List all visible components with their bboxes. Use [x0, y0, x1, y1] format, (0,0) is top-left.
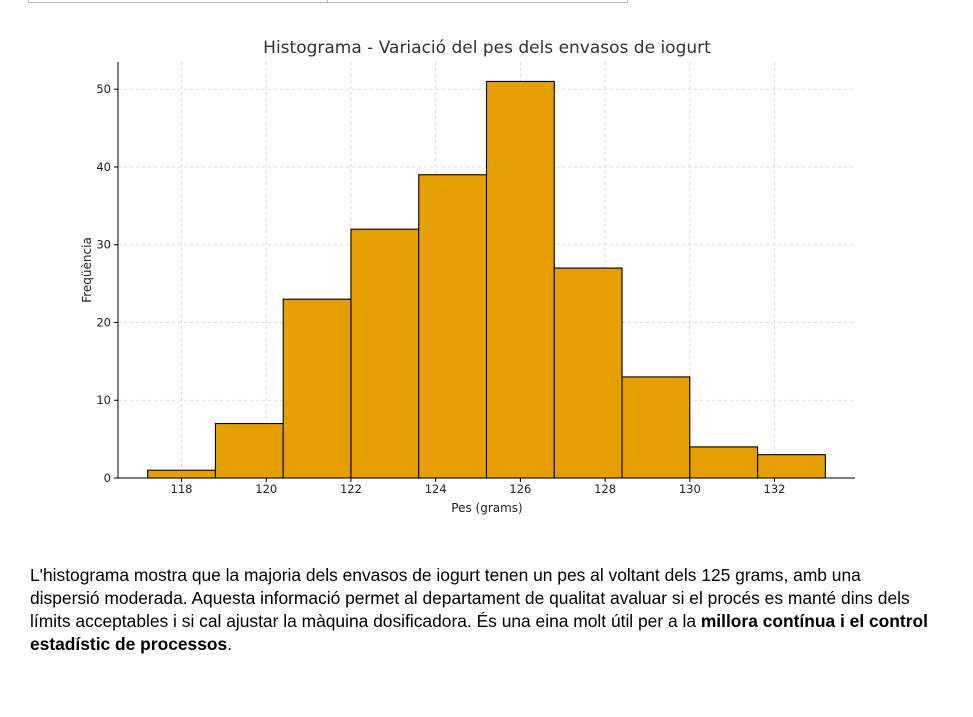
caption-text-end: .: [227, 634, 233, 654]
table-cell-divider: [327, 0, 328, 3]
x-tick-label: 130: [679, 482, 701, 496]
y-tick-label: 40: [96, 160, 111, 174]
y-tick-label: 30: [96, 238, 111, 252]
y-axis-label: Freqüència: [80, 237, 94, 303]
x-tick-label: 128: [594, 482, 616, 496]
histogram-bar: [214, 423, 284, 479]
chart-title: Histograma - Variació del pes dels envas…: [263, 38, 711, 58]
histogram-bar: [757, 454, 826, 479]
y-axis-ticks: 0 10 20 30 40 50: [96, 82, 118, 485]
histogram-chart: Histograma - Variació del pes dels envas…: [80, 38, 855, 515]
caption-paragraph: L'histograma mostra que la majoria dels …: [30, 564, 930, 656]
x-tick-label: 124: [425, 482, 447, 496]
x-tick-label: 126: [509, 482, 531, 496]
histogram-bar: [621, 376, 691, 479]
y-tick-label: 0: [104, 471, 111, 485]
histogram-bar: [282, 298, 352, 479]
x-tick-label: 122: [340, 482, 362, 496]
top-table-fragment: [28, 0, 628, 3]
histogram-bar: [485, 80, 555, 479]
histogram-bar: [350, 228, 420, 479]
histogram-bar: [418, 174, 488, 479]
x-tick-label: 120: [255, 482, 277, 496]
x-tick-label: 132: [764, 482, 786, 496]
histogram-bar: [689, 446, 759, 479]
caption-bold-text: millora contínua i el control estadístic…: [30, 611, 928, 654]
axes: [117, 62, 855, 479]
histogram-bars: [147, 80, 826, 479]
x-tick-label: 118: [171, 482, 193, 496]
histogram-bar: [147, 469, 216, 479]
y-tick-label: 50: [96, 82, 111, 96]
x-axis-ticks: 118 120 122 124 126 128 130 132: [171, 478, 786, 496]
histogram-bar: [553, 267, 623, 479]
y-tick-label: 10: [96, 393, 111, 407]
y-tick-label: 20: [96, 315, 111, 329]
caption-text: L'histograma mostra que la majoria dels …: [30, 565, 910, 631]
x-axis-label: Pes (grams): [451, 501, 522, 515]
